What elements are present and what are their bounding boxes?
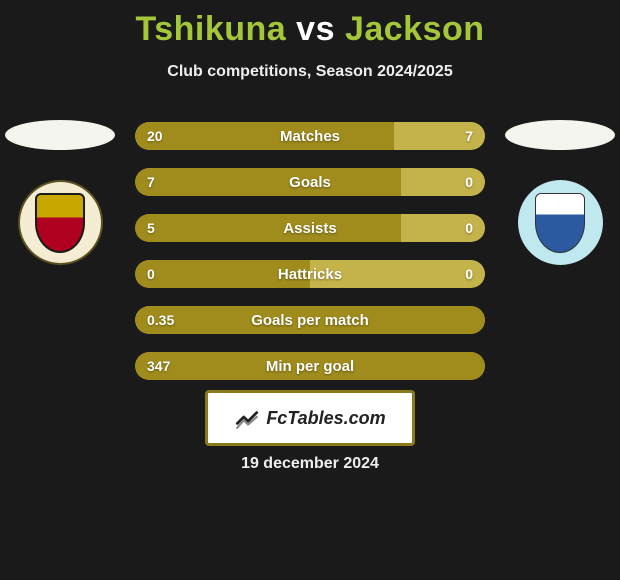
brand-box: FcTables.com [205,390,415,446]
bar-label: Hattricks [135,260,485,288]
comparison-bars: 207Matches 70Goals 50Assists 00Hattricks 0.3… [135,122,485,398]
bar-label: Assists [135,214,485,242]
title-vs: vs [296,10,335,48]
title-left: Tshikuna [135,10,286,48]
bar-row: 50Assists [135,214,485,242]
bar-label: Goals per match [135,306,485,334]
bar-row: 207Matches [135,122,485,150]
subtitle: Club competitions, Season 2024/2025 [0,63,620,81]
player-left-silhouette [5,120,115,150]
chart-icon [234,405,260,431]
crest-left [18,180,103,265]
crest-right [518,180,603,265]
crest-left-shield-icon [35,193,85,253]
bar-label: Min per goal [135,352,485,380]
bar-label: Matches [135,122,485,150]
date-line: 19 december 2024 [0,455,620,473]
crest-right-shield-icon [535,193,585,253]
player-left-col [5,120,115,265]
player-right-col [505,120,615,265]
bar-row: 00Hattricks [135,260,485,288]
bar-row: 0.35Goals per match [135,306,485,334]
bar-row: 70Goals [135,168,485,196]
player-right-silhouette [505,120,615,150]
page-title: Tshikuna vs Jackson [0,0,620,49]
title-right: Jackson [345,10,485,48]
brand-text: FcTables.com [266,408,385,429]
bar-row: 347Min per goal [135,352,485,380]
bar-label: Goals [135,168,485,196]
